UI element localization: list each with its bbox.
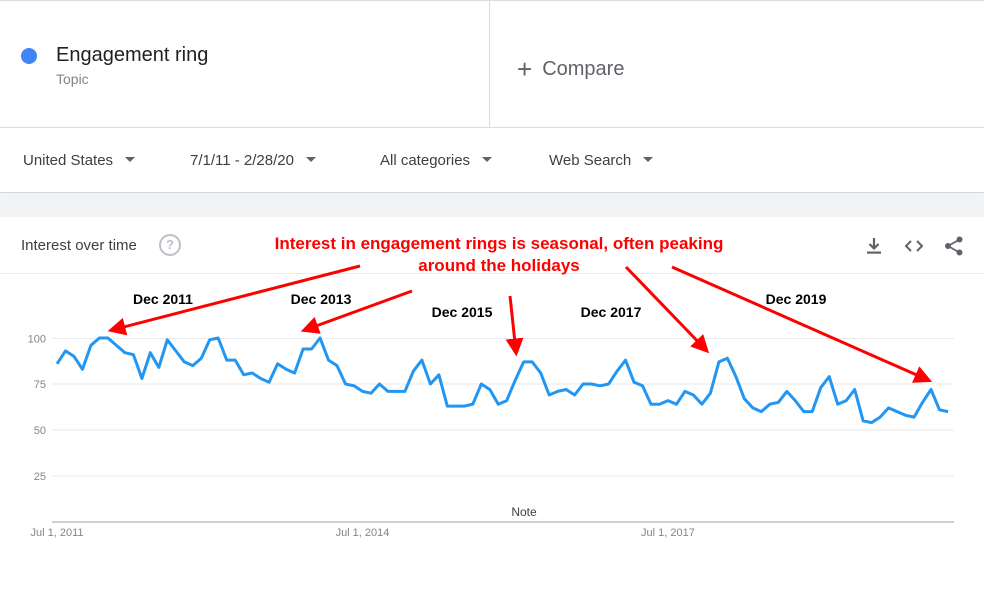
note-label[interactable]: Note	[511, 505, 537, 519]
annotation-subtitle: around the holidays	[418, 256, 580, 275]
annotation-arrow	[671, 265, 933, 383]
y-tick-label: 25	[34, 471, 46, 483]
panel-title: Interest over time	[21, 237, 137, 254]
date-range-dropdown[interactable]: 7/1/11 - 2/28/20	[190, 152, 316, 169]
download-icon[interactable]	[863, 235, 885, 257]
series-color-dot	[21, 48, 37, 64]
x-tick-label: Jul 1, 2017	[641, 527, 695, 539]
peak-label: Dec 2019	[766, 291, 827, 307]
annotation-arrow	[624, 265, 710, 354]
help-icon[interactable]: ?	[159, 234, 181, 256]
search-type-label: Web Search	[549, 152, 632, 169]
peak-label: Dec 2011	[133, 291, 193, 307]
category-label: All categories	[380, 152, 471, 169]
interest-over-time-panel: Interest over time ?	[0, 217, 984, 597]
region-dropdown[interactable]: United States	[23, 152, 136, 169]
date-range-label: 7/1/11 - 2/28/20	[190, 152, 294, 169]
region-label: United States	[23, 152, 114, 169]
peak-label: Dec 2013	[291, 291, 352, 307]
search-term[interactable]: Engagement ring Topic	[0, 1, 490, 128]
term-type: Topic	[56, 71, 89, 87]
plus-icon: +	[517, 54, 533, 84]
series-line	[55, 336, 949, 425]
y-tick-label: 100	[28, 334, 46, 346]
compare-button[interactable]: + Compare	[517, 54, 624, 85]
y-tick-label: 50	[34, 425, 46, 437]
share-icon[interactable]	[943, 235, 965, 257]
x-tick-label: Jul 1, 2014	[336, 527, 390, 539]
chevron-down-icon	[305, 157, 316, 162]
chevron-down-icon	[125, 157, 136, 162]
embed-icon[interactable]	[903, 235, 925, 257]
chevron-down-icon	[643, 157, 654, 162]
chevron-down-icon	[482, 157, 493, 162]
compare-label: Compare	[542, 58, 625, 80]
term-name[interactable]: Engagement ring	[56, 44, 209, 66]
annotation-arrow	[107, 264, 361, 336]
y-tick-label: 75	[34, 379, 46, 391]
x-tick-label: Jul 1, 2011	[30, 527, 83, 539]
header-divider	[0, 273, 984, 274]
search-term-card: Engagement ring Topic + Compare	[0, 0, 984, 128]
category-dropdown[interactable]: All categories	[380, 152, 493, 169]
annotation-arrow	[300, 289, 413, 334]
search-type-dropdown[interactable]: Web Search	[549, 152, 654, 169]
annotation-title: Interest in engagement rings is seasonal…	[275, 234, 724, 253]
annotation-arrow	[505, 295, 524, 357]
peak-label: Dec 2017	[581, 304, 642, 320]
filter-bar: United States 7/1/11 - 2/28/20 All categ…	[0, 128, 984, 192]
section-gap	[0, 193, 984, 217]
peak-label: Dec 2015	[432, 304, 493, 320]
